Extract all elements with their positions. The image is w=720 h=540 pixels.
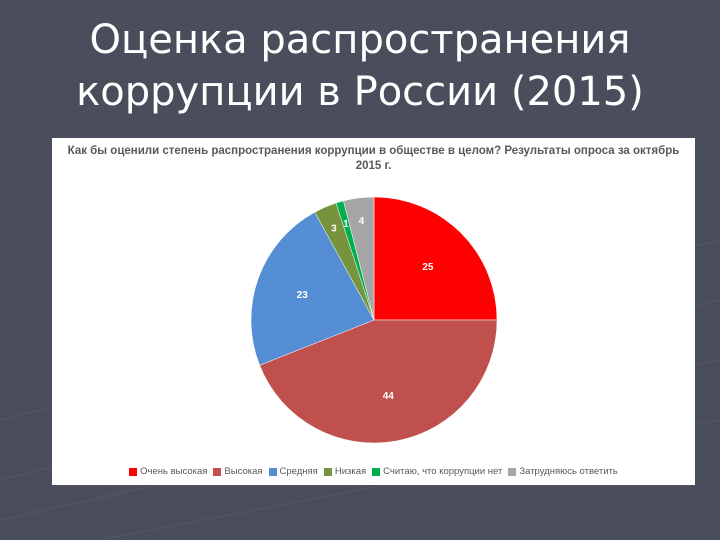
legend-label-5: Считаю, что коррупции нет <box>383 466 503 477</box>
pie-label-2: 44 <box>383 391 395 402</box>
legend-label-2: Высокая <box>224 466 263 477</box>
chart-title: Как бы оценили степень распространения к… <box>67 145 680 172</box>
slide-title-line-2: коррупции в России (2015) <box>76 69 644 115</box>
legend-label-4: Низкая <box>334 466 367 477</box>
pie-chart: 25 44 23 3 1 4 <box>250 196 498 444</box>
pie-label-3: 23 <box>297 290 309 301</box>
pie-slice-6 <box>343 196 375 321</box>
legend-item-5: Считаю, что коррупции нет <box>372 466 502 477</box>
legend-swatch-5 <box>372 467 381 476</box>
chart-legend: Очень высокая Высокая Средняя Низкая Считаю,… <box>52 466 695 477</box>
legend-swatch-6 <box>508 467 517 476</box>
legend-item-6: Затрудняюсь ответить <box>508 466 618 477</box>
legend-label-3: Средняя <box>279 466 318 477</box>
legend-label-6: Затрудняюсь ответить <box>519 466 618 477</box>
legend-swatch-1 <box>129 467 138 476</box>
pie-slice-1 <box>373 196 498 321</box>
legend-item-4: Низкая <box>323 466 367 477</box>
legend-label-1: Очень высокая <box>140 466 208 477</box>
legend-item-1: Очень высокая <box>129 466 207 477</box>
legend-swatch-2 <box>213 467 222 476</box>
pie-label-1: 25 <box>422 262 434 273</box>
legend-item-2: Высокая <box>213 466 263 477</box>
pie-label-4: 3 <box>331 223 337 234</box>
pie-slice-2 <box>259 319 498 444</box>
slide-title-line-1: Оценка распространения <box>89 17 631 63</box>
slide-title: Оценка распространения коррупции в Росси… <box>0 14 720 118</box>
pie-label-5: 1 <box>343 219 349 230</box>
legend-swatch-4 <box>323 467 332 476</box>
legend-swatch-3 <box>268 467 277 476</box>
pie-label-6: 4 <box>359 216 365 227</box>
pie-slice-3 <box>250 211 375 366</box>
legend-item-3: Средняя <box>268 466 318 477</box>
chart-panel: Как бы оценили степень распространения к… <box>52 138 695 485</box>
